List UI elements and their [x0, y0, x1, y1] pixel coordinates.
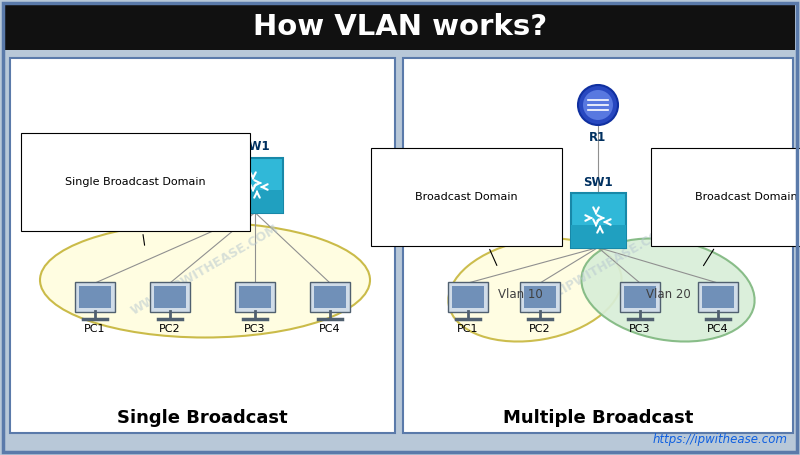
- Text: Vlan 20: Vlan 20: [646, 288, 690, 302]
- Text: PC2: PC2: [159, 324, 181, 334]
- Circle shape: [583, 90, 613, 120]
- Text: WWW.IPWITHEASE.COM: WWW.IPWITHEASE.COM: [522, 222, 674, 318]
- Text: PC3: PC3: [630, 324, 650, 334]
- Text: Multiple Broadcast: Multiple Broadcast: [503, 409, 693, 427]
- Text: PC1: PC1: [84, 324, 106, 334]
- Text: Broadcast Domain: Broadcast Domain: [695, 192, 798, 266]
- Text: PC3: PC3: [244, 324, 266, 334]
- Text: SW1: SW1: [240, 141, 270, 153]
- FancyBboxPatch shape: [520, 282, 560, 312]
- FancyBboxPatch shape: [524, 286, 556, 308]
- FancyBboxPatch shape: [79, 286, 111, 308]
- FancyBboxPatch shape: [620, 282, 660, 312]
- Text: https://ipwithease.com: https://ipwithease.com: [653, 434, 788, 446]
- FancyBboxPatch shape: [314, 286, 346, 308]
- FancyBboxPatch shape: [452, 286, 484, 308]
- Ellipse shape: [582, 238, 754, 342]
- Text: Single Broadcast Domain: Single Broadcast Domain: [65, 177, 206, 245]
- FancyBboxPatch shape: [698, 282, 738, 312]
- Text: PC2: PC2: [529, 324, 551, 334]
- Text: Vlan 10: Vlan 10: [498, 288, 542, 302]
- FancyBboxPatch shape: [154, 286, 186, 308]
- FancyBboxPatch shape: [570, 192, 626, 248]
- Text: How VLAN works?: How VLAN works?: [253, 13, 547, 41]
- FancyBboxPatch shape: [150, 282, 190, 312]
- Text: PC4: PC4: [319, 324, 341, 334]
- FancyBboxPatch shape: [403, 58, 793, 433]
- Circle shape: [578, 85, 618, 125]
- Text: PC4: PC4: [707, 324, 729, 334]
- FancyBboxPatch shape: [227, 190, 282, 212]
- Text: Single Broadcast: Single Broadcast: [117, 409, 287, 427]
- Text: SW1: SW1: [583, 176, 613, 188]
- Text: PC1: PC1: [458, 324, 478, 334]
- FancyBboxPatch shape: [624, 286, 656, 308]
- FancyBboxPatch shape: [570, 225, 626, 248]
- Text: WWW.IPWITHEASE.COM: WWW.IPWITHEASE.COM: [129, 222, 281, 318]
- Ellipse shape: [40, 222, 370, 338]
- FancyBboxPatch shape: [310, 282, 350, 312]
- FancyBboxPatch shape: [10, 58, 395, 433]
- FancyBboxPatch shape: [235, 282, 275, 312]
- FancyBboxPatch shape: [75, 282, 115, 312]
- FancyBboxPatch shape: [448, 282, 488, 312]
- FancyBboxPatch shape: [702, 286, 734, 308]
- Text: R1: R1: [590, 131, 606, 144]
- FancyBboxPatch shape: [239, 286, 271, 308]
- FancyBboxPatch shape: [227, 157, 282, 212]
- Ellipse shape: [448, 238, 622, 342]
- Text: Broadcast Domain: Broadcast Domain: [415, 192, 518, 265]
- FancyBboxPatch shape: [5, 5, 795, 50]
